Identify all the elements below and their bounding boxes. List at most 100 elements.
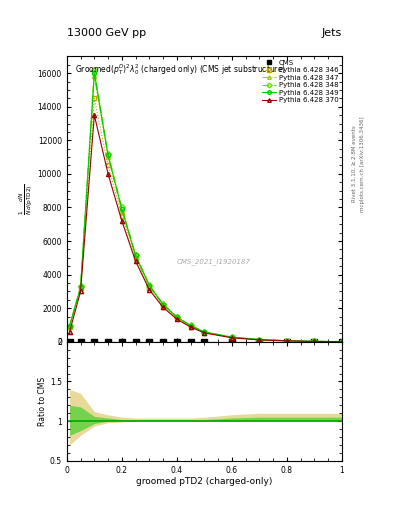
Pythia 6.428 370	[174, 316, 179, 322]
Pythia 6.428 346	[106, 162, 110, 168]
CMS	[340, 339, 344, 345]
Line: Pythia 6.428 346: Pythia 6.428 346	[68, 96, 344, 344]
Pythia 6.428 348	[340, 338, 344, 345]
Line: Pythia 6.428 349: Pythia 6.428 349	[68, 71, 344, 344]
Pythia 6.428 348	[257, 336, 262, 343]
Pythia 6.428 348	[78, 283, 83, 289]
CMS	[161, 339, 165, 345]
Legend: CMS, Pythia 6.428 346, Pythia 6.428 347, Pythia 6.428 348, Pythia 6.428 349, Pyt: CMS, Pythia 6.428 346, Pythia 6.428 347,…	[261, 58, 340, 104]
Text: Rivet 3.1.10, ≥ 2.8M events: Rivet 3.1.10, ≥ 2.8M events	[352, 125, 357, 202]
Pythia 6.428 370	[106, 171, 110, 177]
Pythia 6.428 347	[257, 336, 262, 343]
Pythia 6.428 347	[67, 324, 72, 330]
CMS	[257, 339, 262, 345]
Pythia 6.428 370	[92, 112, 97, 118]
Pythia 6.428 347	[92, 73, 97, 79]
Pythia 6.428 347	[312, 338, 317, 345]
CMS	[78, 339, 83, 345]
Pythia 6.428 370	[312, 338, 317, 345]
Pythia 6.428 348	[161, 301, 165, 307]
Text: mcplots.cern.ch [arXiv:1306.3436]: mcplots.cern.ch [arXiv:1306.3436]	[360, 116, 365, 211]
X-axis label: groomed pTD2 (charged-only): groomed pTD2 (charged-only)	[136, 477, 273, 486]
Pythia 6.428 347	[78, 285, 83, 291]
Line: CMS: CMS	[67, 339, 345, 345]
Pythia 6.428 347	[147, 283, 152, 289]
Pythia 6.428 349	[78, 284, 83, 290]
CMS	[230, 339, 234, 345]
Pythia 6.428 370	[119, 218, 124, 224]
Pythia 6.428 349	[202, 329, 207, 335]
Pythia 6.428 349	[161, 302, 165, 308]
Pythia 6.428 346	[257, 337, 262, 343]
Pythia 6.428 349	[147, 283, 152, 289]
Pythia 6.428 347	[133, 253, 138, 259]
Pythia 6.428 348	[67, 323, 72, 329]
Pythia 6.428 349	[67, 323, 72, 329]
CMS	[92, 339, 97, 345]
Pythia 6.428 348	[147, 282, 152, 288]
Pythia 6.428 370	[78, 288, 83, 294]
Line: Pythia 6.428 370: Pythia 6.428 370	[68, 113, 344, 344]
Pythia 6.428 348	[133, 251, 138, 258]
Pythia 6.428 346	[78, 285, 83, 291]
Pythia 6.428 347	[119, 208, 124, 214]
Pythia 6.428 346	[174, 315, 179, 322]
Pythia 6.428 346	[133, 255, 138, 261]
CMS	[312, 339, 317, 345]
Pythia 6.428 370	[257, 337, 262, 343]
Pythia 6.428 370	[202, 330, 207, 336]
Pythia 6.428 346	[340, 338, 344, 345]
Pythia 6.428 349	[106, 153, 110, 159]
Pythia 6.428 349	[285, 337, 289, 344]
Pythia 6.428 349	[340, 338, 344, 345]
Pythia 6.428 349	[174, 314, 179, 320]
Pythia 6.428 348	[119, 204, 124, 210]
Pythia 6.428 347	[106, 154, 110, 160]
Pythia 6.428 349	[230, 334, 234, 340]
CMS	[202, 339, 207, 345]
Pythia 6.428 349	[188, 323, 193, 329]
Pythia 6.428 346	[202, 330, 207, 336]
Pythia 6.428 370	[161, 304, 165, 310]
CMS	[285, 339, 289, 345]
CMS	[67, 339, 72, 345]
Pythia 6.428 348	[285, 337, 289, 344]
Pythia 6.428 346	[67, 324, 72, 330]
Pythia 6.428 347	[340, 338, 344, 345]
Pythia 6.428 370	[133, 258, 138, 264]
Pythia 6.428 348	[230, 334, 234, 340]
Pythia 6.428 370	[67, 329, 72, 335]
Pythia 6.428 370	[285, 338, 289, 344]
Pythia 6.428 347	[161, 302, 165, 308]
Pythia 6.428 347	[230, 334, 234, 340]
Pythia 6.428 346	[147, 285, 152, 291]
Y-axis label: Ratio to CMS: Ratio to CMS	[38, 377, 47, 426]
Pythia 6.428 347	[174, 314, 179, 321]
Pythia 6.428 370	[188, 324, 193, 330]
CMS	[106, 339, 110, 345]
CMS	[174, 339, 179, 345]
Pythia 6.428 346	[188, 324, 193, 330]
Pythia 6.428 346	[92, 95, 97, 101]
Pythia 6.428 346	[285, 338, 289, 344]
Text: CMS_2021_I1920187: CMS_2021_I1920187	[177, 259, 251, 265]
Pythia 6.428 349	[92, 70, 97, 76]
CMS	[119, 339, 124, 345]
Pythia 6.428 348	[188, 323, 193, 329]
Line: Pythia 6.428 348: Pythia 6.428 348	[68, 68, 344, 344]
Pythia 6.428 346	[161, 304, 165, 310]
Pythia 6.428 346	[230, 334, 234, 340]
Pythia 6.428 349	[133, 252, 138, 259]
Pythia 6.428 348	[312, 338, 317, 345]
Line: Pythia 6.428 347: Pythia 6.428 347	[68, 74, 344, 344]
Pythia 6.428 370	[147, 287, 152, 293]
Pythia 6.428 348	[174, 313, 179, 319]
Pythia 6.428 349	[119, 206, 124, 212]
Pythia 6.428 346	[312, 338, 317, 345]
Text: Groomed$(p_T^D)^2\lambda_0^2$ (charged only) (CMS jet substructure): Groomed$(p_T^D)^2\lambda_0^2$ (charged o…	[75, 62, 286, 77]
Pythia 6.428 348	[202, 329, 207, 335]
Pythia 6.428 370	[340, 338, 344, 345]
Text: 13000 GeV pp: 13000 GeV pp	[67, 28, 146, 38]
Pythia 6.428 349	[312, 338, 317, 345]
Y-axis label: $\frac{1}{N}\frac{dN}{d(\mathrm{pTD2})}$: $\frac{1}{N}\frac{dN}{d(\mathrm{pTD2})}$	[18, 183, 35, 215]
